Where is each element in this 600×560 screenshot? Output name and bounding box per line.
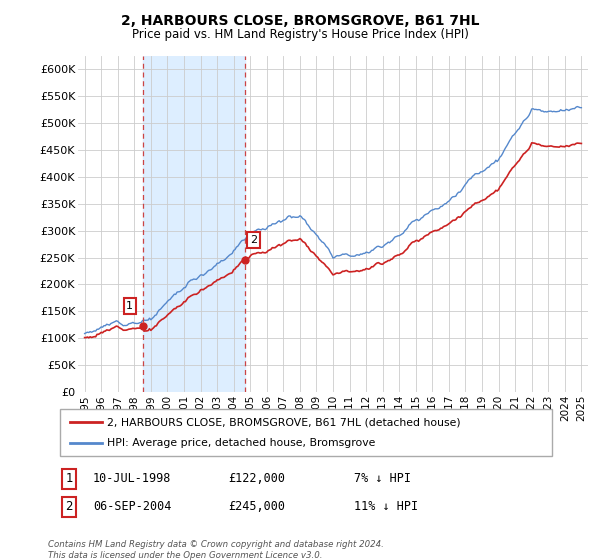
Bar — [143, 56, 245, 392]
Text: Contains HM Land Registry data © Crown copyright and database right 2024.
This d: Contains HM Land Registry data © Crown c… — [48, 540, 384, 560]
Text: 1: 1 — [127, 301, 133, 311]
Text: £122,000: £122,000 — [228, 472, 285, 486]
Text: HPI: Average price, detached house, Bromsgrove: HPI: Average price, detached house, Brom… — [107, 438, 375, 448]
FancyBboxPatch shape — [60, 409, 552, 456]
Text: 2: 2 — [250, 235, 257, 245]
Text: 11% ↓ HPI: 11% ↓ HPI — [354, 500, 418, 514]
Text: 2, HARBOURS CLOSE, BROMSGROVE, B61 7HL (detached house): 2, HARBOURS CLOSE, BROMSGROVE, B61 7HL (… — [107, 417, 460, 427]
Text: Price paid vs. HM Land Registry's House Price Index (HPI): Price paid vs. HM Land Registry's House … — [131, 28, 469, 41]
Text: 2: 2 — [65, 500, 73, 514]
Text: £245,000: £245,000 — [228, 500, 285, 514]
Text: 06-SEP-2004: 06-SEP-2004 — [93, 500, 172, 514]
Text: 2, HARBOURS CLOSE, BROMSGROVE, B61 7HL: 2, HARBOURS CLOSE, BROMSGROVE, B61 7HL — [121, 14, 479, 28]
Text: 10-JUL-1998: 10-JUL-1998 — [93, 472, 172, 486]
Text: 1: 1 — [65, 472, 73, 486]
Text: 7% ↓ HPI: 7% ↓ HPI — [354, 472, 411, 486]
